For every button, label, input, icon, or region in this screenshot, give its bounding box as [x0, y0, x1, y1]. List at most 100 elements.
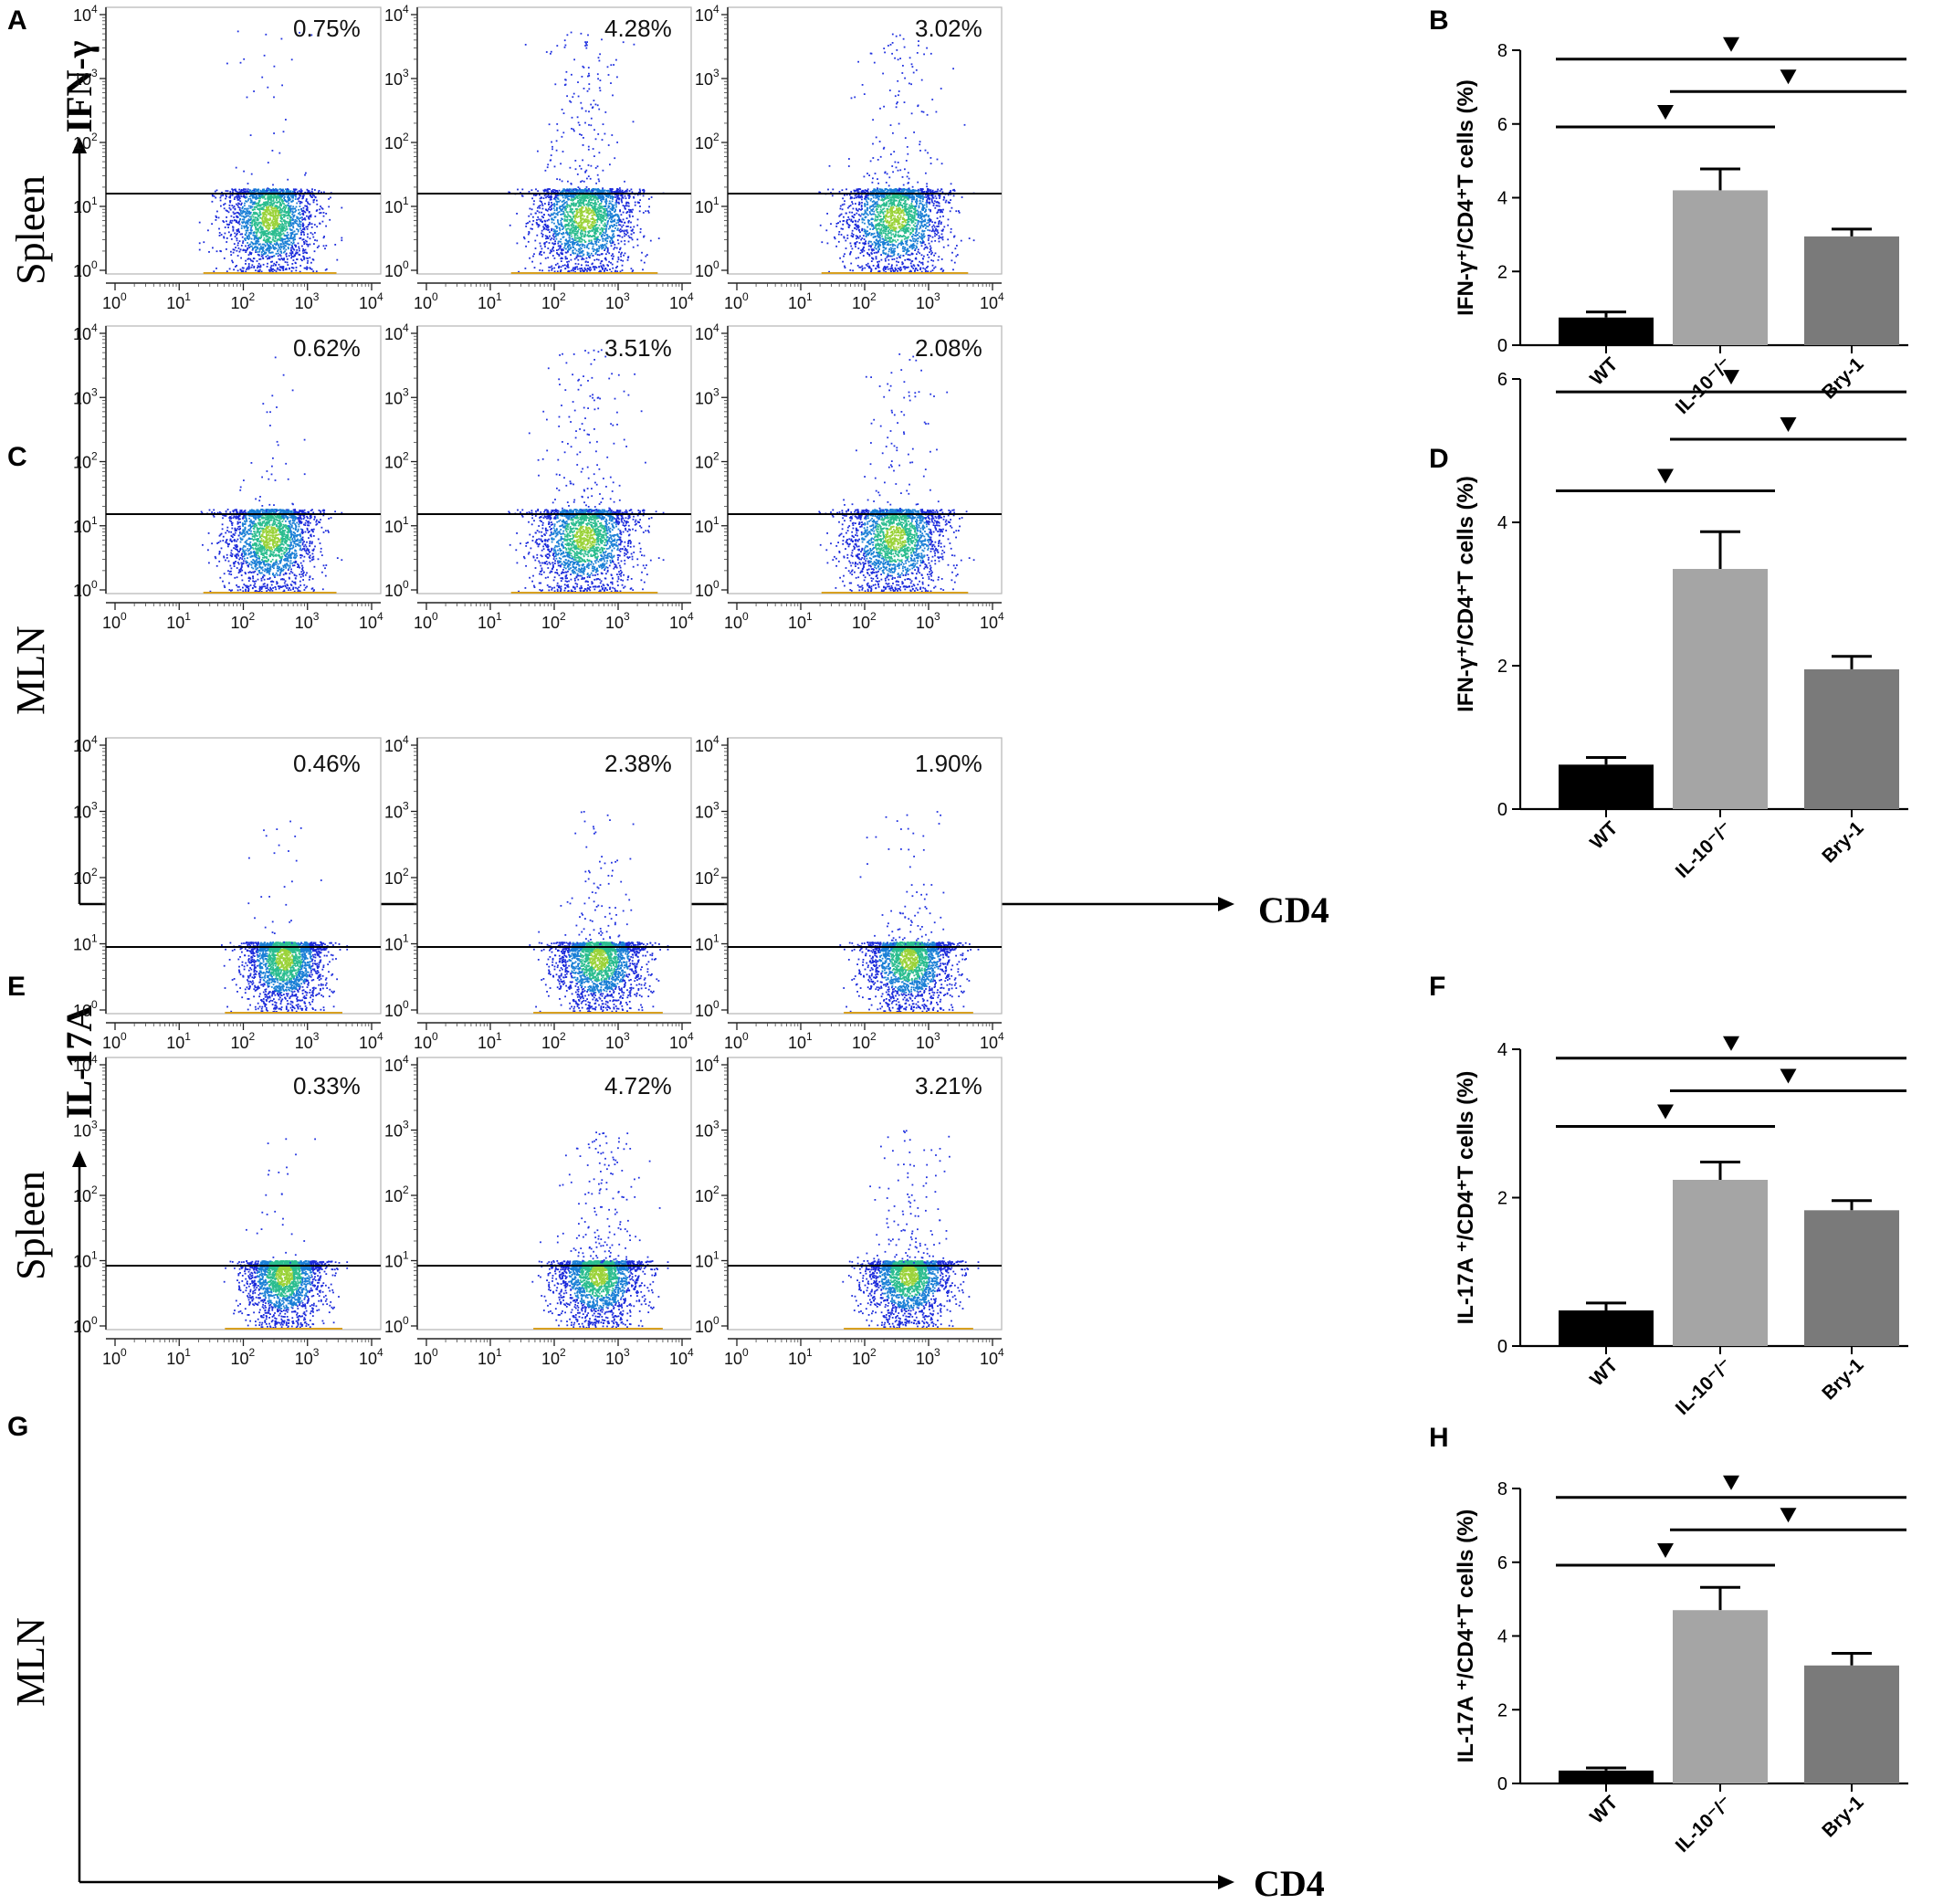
x-tick-exponent: 1 — [806, 1030, 813, 1043]
y-tick-exponent: 0 — [713, 578, 719, 591]
x-tick-exponent: 1 — [496, 1030, 502, 1043]
y-tick-label: 103 — [695, 1119, 719, 1141]
event-dots — [818, 353, 975, 593]
bar-il10ko — [1673, 1610, 1768, 1783]
y-tick-label: 104 — [73, 3, 98, 25]
y-tick-exponent: 4 — [713, 1053, 719, 1066]
y-tick-label: 104 — [384, 3, 409, 25]
x-tick-exponent: 2 — [560, 290, 566, 303]
panel-letter-g: G — [7, 1412, 28, 1442]
bar-bry1 — [1804, 1665, 1899, 1783]
y-tick-label: 101 — [73, 932, 98, 954]
x-tick-exponent: 2 — [249, 610, 256, 623]
y-tick-label: 0 — [1497, 1337, 1507, 1357]
gate-percentage: 3.21% — [915, 1072, 982, 1099]
x-tick-exponent: 3 — [313, 1030, 320, 1043]
x-tick-label: 103 — [916, 1346, 940, 1368]
bar-wt — [1559, 764, 1654, 809]
category-label: Bry-1 — [1818, 1354, 1867, 1404]
x-tick-label: 101 — [788, 610, 813, 632]
category-label: Bry-1 — [1818, 817, 1867, 867]
x-tick-exponent: 0 — [432, 1346, 438, 1359]
y-tick-exponent: 2 — [713, 131, 719, 143]
y-tick-label: 100 — [73, 258, 98, 280]
y-tick-label: 101 — [695, 195, 719, 216]
y-tick-label: 2 — [1497, 262, 1507, 282]
x-tick-label: 103 — [605, 610, 630, 632]
x-tick-exponent: 3 — [934, 1030, 940, 1043]
x-tick-exponent: 4 — [688, 1346, 694, 1359]
y-tick-label: 2 — [1497, 657, 1507, 677]
y-tick-label: 6 — [1497, 370, 1507, 390]
x-tick-label: 104 — [669, 1346, 694, 1368]
marker-label-cd4-bottom: CD4 — [1254, 1863, 1325, 1904]
x-tick-label: 103 — [605, 1346, 630, 1368]
x-tick-exponent: 3 — [313, 290, 320, 303]
y-tick-exponent: 2 — [403, 1183, 409, 1196]
x-tick-label: 102 — [852, 610, 877, 632]
significance-marker — [1657, 1104, 1674, 1120]
x-tick-label: 104 — [669, 290, 694, 312]
x-tick-exponent: 0 — [121, 290, 127, 303]
x-tick-label: 100 — [724, 610, 749, 632]
x-tick-exponent: 2 — [870, 610, 877, 623]
event-dots — [842, 1130, 980, 1329]
y-tick-exponent: 0 — [713, 998, 719, 1011]
x-tick-exponent: 4 — [688, 1030, 694, 1043]
y-tick-exponent: 3 — [403, 67, 409, 79]
y-tick-exponent: 1 — [91, 195, 98, 207]
category-label: Bry-1 — [1818, 1792, 1867, 1841]
x-tick-label: 101 — [478, 1346, 502, 1368]
x-tick-label: 100 — [102, 1030, 127, 1052]
y-tick-exponent: 1 — [403, 195, 409, 207]
tissue-label-mln-top: MLN — [8, 626, 53, 715]
y-tick-exponent: 3 — [91, 800, 98, 813]
y-tick-exponent: 4 — [403, 1053, 409, 1066]
y-tick-label: 100 — [695, 578, 719, 600]
y-tick-label: 101 — [73, 514, 98, 536]
x-tick-label: 102 — [541, 1346, 566, 1368]
x-tick-label: 101 — [166, 1030, 191, 1052]
y-tick-label: 102 — [73, 1183, 98, 1205]
event-dots — [839, 811, 980, 1013]
tissue-label-spleen-top: Spleen — [8, 175, 53, 285]
y-axis-label: IL-17A ⁺/CD4⁺T cells (%) — [1454, 1510, 1478, 1763]
gate-percentage: 4.72% — [604, 1072, 672, 1099]
x-tick-label: 100 — [102, 610, 127, 632]
x-tick-label: 104 — [359, 290, 383, 312]
y-tick-exponent: 2 — [403, 866, 409, 878]
x-tick-exponent: 0 — [121, 1030, 127, 1043]
y-tick-label: 100 — [695, 258, 719, 280]
bar-chart-f: 0 2 4 WT IL-10⁻/⁻ Bry-1 IL-17A ⁺/CD4⁺T cells (… — [1454, 1036, 1908, 1419]
y-tick-label: 102 — [695, 131, 719, 153]
gate-percentage: 0.46% — [293, 750, 361, 777]
y-tick-label: 102 — [384, 866, 409, 888]
y-tick-exponent: 0 — [91, 578, 98, 591]
plot-frame — [105, 1057, 382, 1331]
x-tick-exponent: 4 — [377, 610, 383, 623]
x-tick-exponent: 1 — [184, 1030, 191, 1043]
y-tick-label: 100 — [73, 1314, 98, 1336]
plot-frame — [416, 737, 692, 1015]
x-tick-label: 103 — [295, 1030, 320, 1052]
y-tick-label: 104 — [73, 321, 98, 343]
bar-chart-d: 0 2 4 6 WT IL-10⁻/⁻ Bry-1 IFN-γ⁺/CD4⁺T cells (%… — [1454, 370, 1908, 882]
significance-marker — [1723, 1036, 1739, 1051]
flow-plots: 1001001011011021021031031041040.75%10010… — [73, 3, 1004, 1368]
y-tick-label: 100 — [384, 258, 409, 280]
y-tick-exponent: 2 — [403, 450, 409, 463]
y-tick-exponent: 2 — [713, 866, 719, 878]
panel-letter-a: A — [7, 5, 27, 36]
x-tick-label: 102 — [231, 1346, 256, 1368]
x-tick-label: 104 — [980, 1346, 1004, 1368]
marker-label-cd4-top: CD4 — [1258, 889, 1329, 931]
x-tick-exponent: 2 — [870, 290, 877, 303]
y-tick-label: 102 — [695, 450, 719, 472]
y-tick-exponent: 3 — [91, 1119, 98, 1131]
y-tick-label: 104 — [695, 3, 719, 25]
y-tick-exponent: 0 — [91, 258, 98, 271]
